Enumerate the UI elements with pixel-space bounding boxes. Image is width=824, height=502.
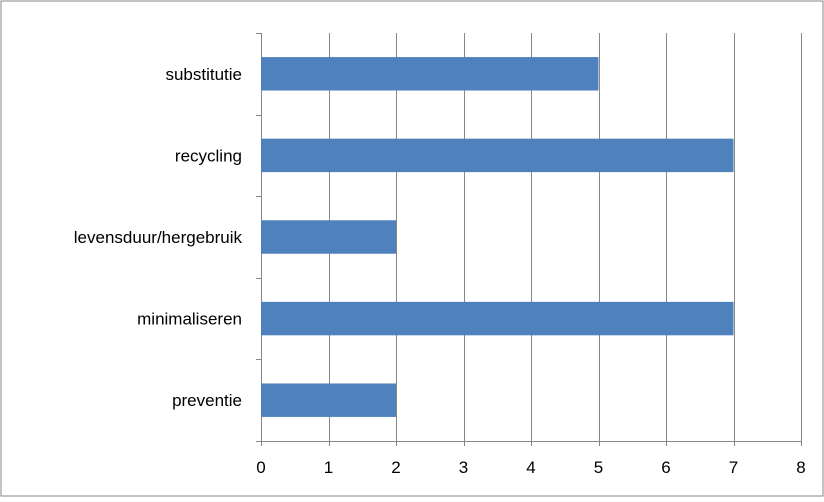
- labels: preventie minimaliseren levensduur/hergebr…: [74, 65, 806, 477]
- grid-lines: [329, 33, 802, 441]
- x-tick-label: 3: [459, 458, 468, 477]
- y-tick-label: recycling: [175, 146, 242, 165]
- bar-minimaliseren: [261, 301, 734, 336]
- x-tick-label: 2: [391, 458, 400, 477]
- x-tick-label: 5: [594, 458, 603, 477]
- y-tick-label: substitutie: [165, 65, 242, 84]
- bar-levensduur-hergebruik: [261, 220, 396, 254]
- x-tick-label: 4: [526, 458, 535, 477]
- y-tick-label: levensduur/hergebruik: [74, 228, 243, 247]
- x-tick-label: 8: [796, 458, 805, 477]
- x-tick-label: 6: [661, 458, 670, 477]
- x-tick-label: 7: [729, 458, 738, 477]
- y-tick-label: minimaliseren: [137, 310, 242, 329]
- bar-substitutie: [261, 57, 599, 91]
- x-tick-label: 1: [324, 458, 333, 477]
- y-tick-label: preventie: [172, 391, 242, 410]
- bars: [261, 57, 734, 417]
- bar-preventie: [261, 383, 396, 417]
- bar-recycling: [261, 138, 734, 173]
- x-tick-label: 0: [256, 458, 265, 477]
